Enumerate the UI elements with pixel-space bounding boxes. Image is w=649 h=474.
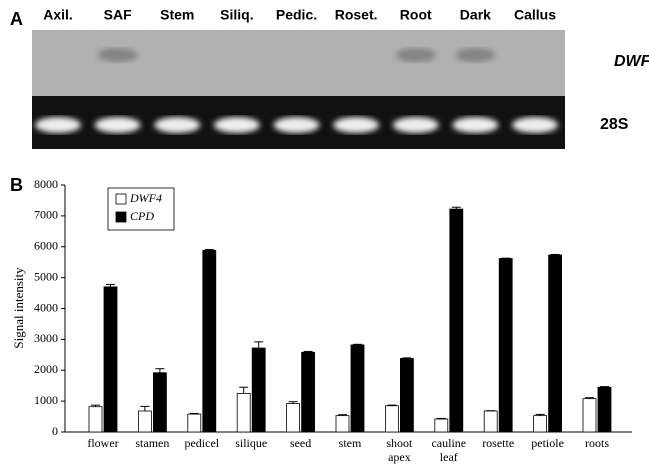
lane-label: Siliq.	[220, 7, 253, 23]
x-tick-label: pedicel	[178, 436, 226, 450]
bar	[237, 393, 250, 432]
legend-swatch	[116, 194, 126, 204]
bar	[450, 209, 463, 432]
rna-band	[512, 117, 558, 133]
bar	[302, 352, 315, 432]
lane-label: Pedic.	[276, 7, 317, 23]
bar	[598, 387, 611, 432]
gel-noise	[32, 30, 565, 96]
dwf4-band	[98, 48, 138, 62]
panel-label: B	[10, 175, 23, 195]
figure-svg: A DWF4 28S B Signal intensity Axil. SAF St…	[0, 0, 649, 474]
bar	[336, 416, 349, 432]
panel-label: A	[10, 9, 23, 29]
rna-band	[154, 117, 200, 133]
y-tick-label: 7000	[34, 208, 58, 222]
bar	[435, 419, 448, 432]
lane-label: SAF	[104, 7, 132, 23]
bar	[138, 411, 151, 432]
x-tick-label: roots	[573, 436, 621, 450]
row-label: 28S	[600, 116, 629, 133]
bar	[583, 399, 596, 432]
lane-label: Roset.	[335, 7, 378, 23]
bar	[153, 373, 166, 432]
rna-band	[274, 117, 320, 133]
y-tick-label: 5000	[34, 269, 58, 283]
bar	[549, 255, 562, 432]
bar	[484, 411, 497, 432]
bar	[104, 287, 117, 432]
figure: A DWF4 28S B Signal intensity Axil. SAF St…	[0, 0, 649, 474]
y-axis-title: Signal intensity	[11, 267, 26, 349]
rna-band	[95, 117, 141, 133]
bar	[287, 404, 300, 432]
bar	[385, 406, 398, 432]
bar	[203, 250, 216, 432]
y-tick-label: 1000	[34, 393, 58, 407]
rna-band	[393, 117, 439, 133]
rna-band	[333, 117, 379, 133]
x-tick-label: silique	[227, 436, 275, 450]
dwf4-band	[396, 48, 436, 62]
lane-label: Dark	[460, 7, 491, 23]
y-tick-label: 3000	[34, 331, 58, 345]
x-tick-label: petiole	[524, 436, 572, 450]
rna-band	[452, 117, 498, 133]
x-tick-label: stem	[326, 436, 374, 450]
x-tick-label: shoot apex	[375, 436, 423, 464]
bar	[188, 414, 201, 432]
row-label: DWF4	[614, 53, 649, 70]
legend-swatch	[116, 212, 126, 222]
y-tick-label: 8000	[34, 177, 58, 191]
legend-label: CPD	[130, 209, 154, 223]
x-tick-label: seed	[277, 436, 325, 450]
y-tick-label: 2000	[34, 362, 58, 376]
dwf4-band	[455, 48, 495, 62]
lane-label: Callus	[514, 7, 556, 23]
x-tick-label: flower	[79, 436, 127, 450]
bar	[351, 345, 364, 432]
rna-band	[35, 117, 81, 133]
x-tick-label: stamen	[128, 436, 176, 450]
y-tick-label: 0	[52, 424, 58, 438]
bar	[534, 416, 547, 432]
bar	[499, 258, 512, 432]
x-tick-label: rosette	[474, 436, 522, 450]
bar	[400, 359, 413, 432]
lane-label: Stem	[160, 7, 194, 23]
lane-label: Axil.	[43, 7, 73, 23]
x-tick-label: cauline leaf	[425, 436, 473, 464]
lane-label: Root	[400, 7, 432, 23]
rna-band	[214, 117, 260, 133]
legend-label: DWF4	[129, 191, 162, 205]
bar	[89, 407, 102, 432]
y-tick-label: 4000	[34, 300, 58, 314]
y-tick-label: 6000	[34, 239, 58, 253]
bar	[252, 348, 265, 432]
